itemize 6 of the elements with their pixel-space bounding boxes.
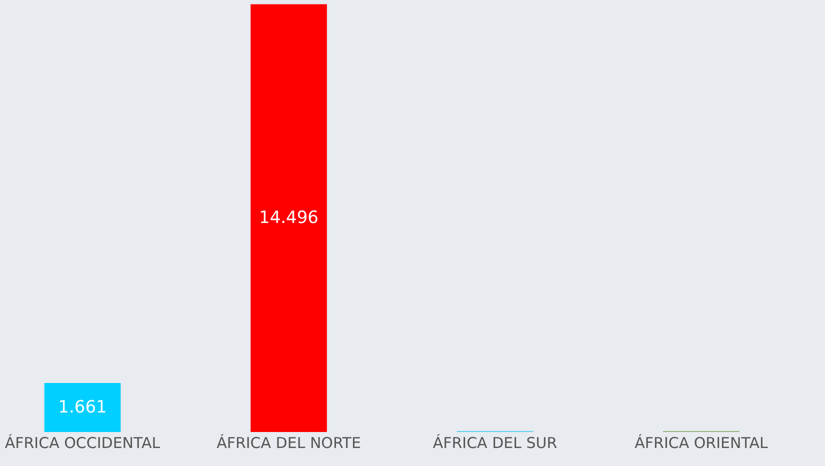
x-tick-label: ÁFRICA ORIENTAL: [634, 434, 768, 452]
x-tick-label: ÁFRICA DEL SUR: [432, 434, 558, 452]
x-tick-label: ÁFRICA OCCIDENTAL: [4, 434, 161, 452]
x-tick-label: ÁFRICA DEL NORTE: [216, 434, 361, 452]
data-label: 14.496: [259, 208, 318, 228]
data-label: 1.661: [58, 397, 107, 418]
